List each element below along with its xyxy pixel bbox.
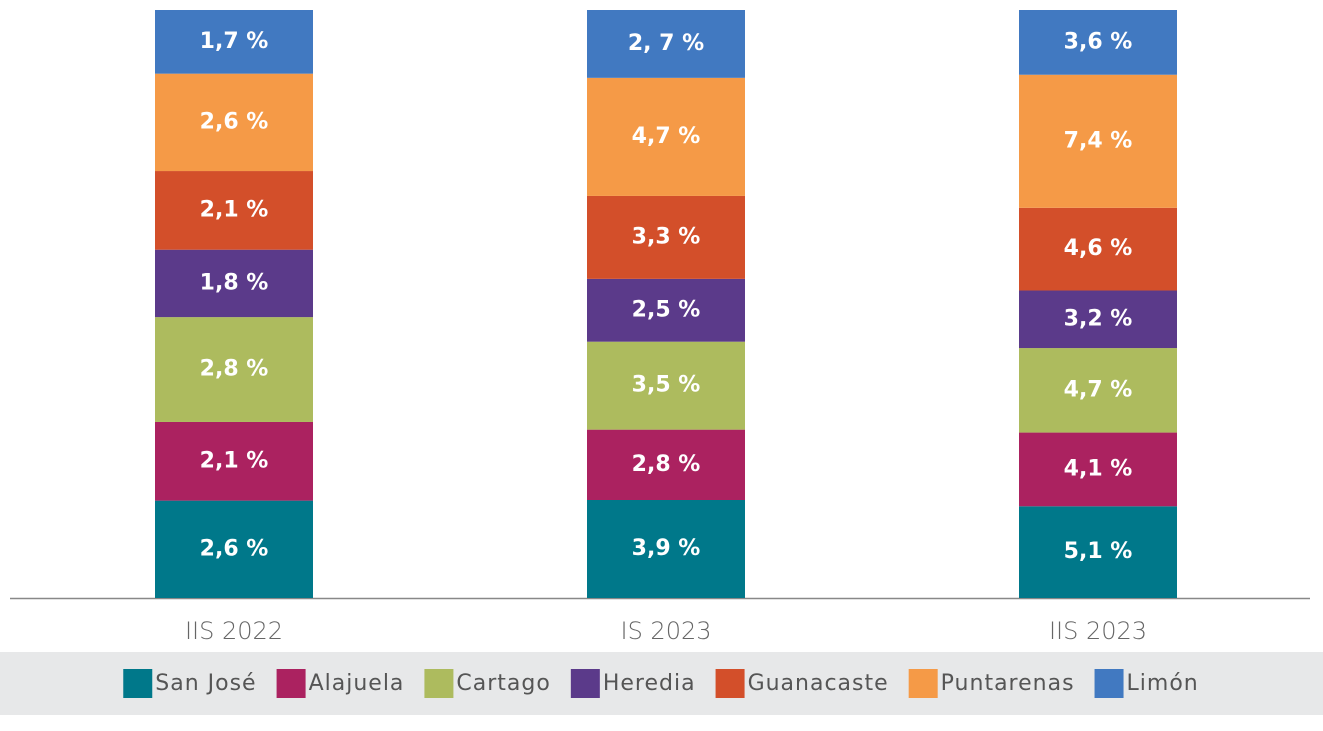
legend-swatch	[715, 669, 745, 698]
x-tick-label: IIS 2023	[1049, 617, 1147, 645]
value-label: 2,6 %	[200, 109, 269, 134]
value-label: 3,5 %	[632, 373, 701, 398]
legend-swatch	[424, 669, 454, 698]
bar-segment	[155, 249, 313, 318]
bar-segment	[587, 500, 745, 598]
bar-segment	[1019, 207, 1177, 291]
bar-segment	[155, 171, 313, 250]
bar-segment	[587, 429, 745, 500]
legend-swatch	[276, 669, 306, 698]
bar-segment	[155, 421, 313, 501]
legend-label: Limón	[1127, 671, 1199, 696]
legend-label: Heredia	[603, 671, 696, 696]
bar-segment	[1019, 290, 1177, 349]
bar-segment	[587, 278, 745, 342]
bar-segment	[587, 341, 745, 430]
bar-segment	[587, 77, 745, 196]
bar-segment	[587, 195, 745, 279]
value-label: 4,6 %	[1064, 236, 1133, 261]
value-label: 2,5 %	[632, 297, 701, 322]
bar-segment	[155, 10, 313, 74]
value-label: 3,6 %	[1064, 29, 1133, 54]
legend-swatch	[1094, 669, 1124, 698]
bar-segment	[155, 73, 313, 172]
value-label: 2,1 %	[200, 197, 269, 222]
value-label: 1,8 %	[200, 270, 269, 295]
bar-segment	[1019, 432, 1177, 507]
value-label: 2,6 %	[200, 536, 269, 561]
value-label: 3,9 %	[632, 536, 701, 561]
legend-swatch	[908, 669, 938, 698]
legend-label: Guanacaste	[748, 671, 889, 696]
bar-segment	[155, 500, 313, 598]
legend-swatch	[123, 669, 153, 698]
value-label: 7,4 %	[1064, 128, 1133, 153]
legend-label: Puntarenas	[941, 671, 1075, 696]
x-tick-label: IS 2023	[620, 617, 711, 645]
value-label: 3,2 %	[1064, 306, 1133, 331]
legend-label: San José	[155, 671, 256, 696]
value-label: 4,1 %	[1064, 456, 1133, 481]
bar-segment	[1019, 348, 1177, 433]
value-label: 1,7 %	[200, 29, 269, 54]
value-label: 5,1 %	[1064, 539, 1133, 564]
value-label: 4,7 %	[1064, 377, 1133, 402]
bar-segment	[1019, 506, 1177, 598]
value-label: 2, 7 %	[628, 31, 704, 56]
bar-segment	[1019, 74, 1177, 208]
legend-label: Alajuela	[309, 671, 405, 696]
x-tick-label: IIS 2022	[185, 617, 283, 645]
value-label: 2,8 %	[632, 452, 701, 477]
value-label: 2,8 %	[200, 357, 269, 382]
value-label: 2,1 %	[200, 448, 269, 473]
legend-swatch	[570, 669, 600, 698]
bar-segment	[1019, 10, 1177, 75]
value-label: 3,3 %	[632, 224, 701, 249]
bar-segment	[155, 317, 313, 422]
bar-segment	[587, 10, 745, 78]
legend-label: Cartago	[456, 671, 550, 696]
value-label: 4,7 %	[632, 124, 701, 149]
